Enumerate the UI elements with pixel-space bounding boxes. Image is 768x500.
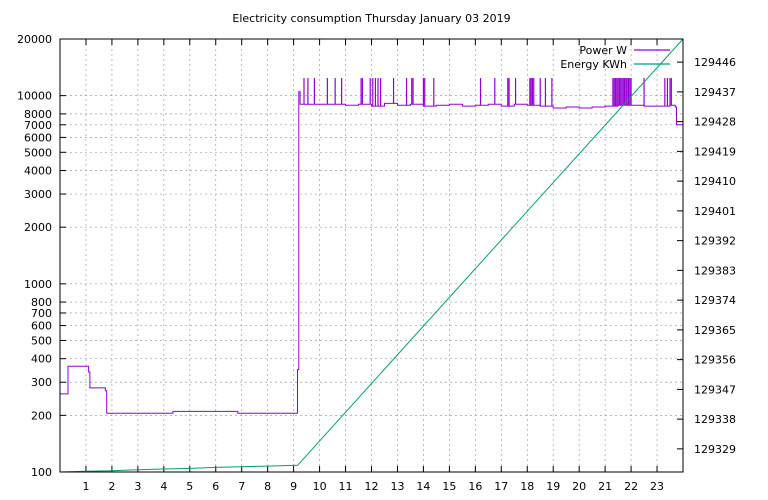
y-tick-label: 500 [31,334,52,347]
x-tick-label: 17 [494,480,508,493]
y2-tick-label: 129392 [694,235,736,248]
x-tick-label: 16 [468,480,482,493]
series-energy-line [59,38,684,473]
y-tick-label: 20000 [17,33,52,46]
y2-tick-label: 129374 [694,294,736,307]
x-tick-label: 19 [546,480,560,493]
x-tick-label: 18 [520,480,534,493]
x-tick-label: 3 [134,480,141,493]
x-tick-label: 22 [624,480,638,493]
y2-tick-label: 129401 [694,205,736,218]
x-tick-label: 12 [365,480,379,493]
y2-tick-label: 129356 [694,354,736,367]
y-tick-label: 10000 [17,90,52,103]
x-tick-label: 20 [572,480,586,493]
y2-tick-label: 129347 [694,383,736,396]
x-tick-label: 11 [339,480,353,493]
x-tick-label: 21 [598,480,612,493]
y-tick-label: 600 [31,320,52,333]
y-tick-label: 800 [31,296,52,309]
x-tick-label: 10 [313,480,327,493]
chart-title: Electricity consumption Thursday January… [232,12,510,25]
series-power-line [60,91,684,414]
x-tick-label: 5 [186,480,193,493]
x-tick-label: 9 [290,480,297,493]
y-tick-label: 100 [31,466,52,479]
y2-tick-label: 129428 [694,116,736,129]
legend: Power W Energy KWh [560,44,670,71]
y-tick-label: 700 [31,307,52,320]
y-tick-label: 7000 [24,119,52,132]
y2-tick-label: 129437 [694,86,736,99]
x-tick-label: 15 [442,480,456,493]
y-tick-label: 300 [31,376,52,389]
x-tick-label: 6 [212,480,219,493]
y-tick-label: 6000 [24,131,52,144]
y-tick-label: 200 [31,409,52,422]
y2-tick-label: 129365 [694,324,736,337]
x-tick-label: 2 [108,480,115,493]
y2-tick-label: 129338 [694,413,736,426]
y-tick-label: 2000 [24,221,52,234]
x-tick-label: 14 [416,480,430,493]
y2-tick-label: 129446 [694,56,736,69]
y-tick-label: 1000 [24,278,52,291]
series-layer [59,38,684,473]
legend-label-energy: Energy KWh [560,58,627,71]
axis-ticks: 1 2 3 4 5 6 7 8 9 10 11 12 13 14 15 16 17 18 19 20 21 22 23100… [17,33,736,493]
y-tick-label: 5000 [24,146,52,159]
plot-frame [59,38,684,473]
x-tick-label: 1 [82,480,89,493]
y2-tick-label: 129383 [694,264,736,277]
x-tick-label: 13 [390,480,404,493]
y2-tick-label: 129329 [694,443,736,456]
x-tick-label: 7 [238,480,245,493]
y-tick-label: 3000 [24,188,52,201]
y-tick-label: 400 [31,353,52,366]
y2-tick-label: 129419 [694,145,736,158]
x-tick-label: 4 [160,480,167,493]
x-tick-label: 8 [264,480,271,493]
x-tick-label: 23 [650,480,664,493]
y2-tick-label: 129410 [694,175,736,188]
grid [60,38,683,473]
legend-label-power: Power W [579,44,627,57]
y-tick-label: 8000 [24,108,52,121]
y-tick-label: 4000 [24,165,52,178]
